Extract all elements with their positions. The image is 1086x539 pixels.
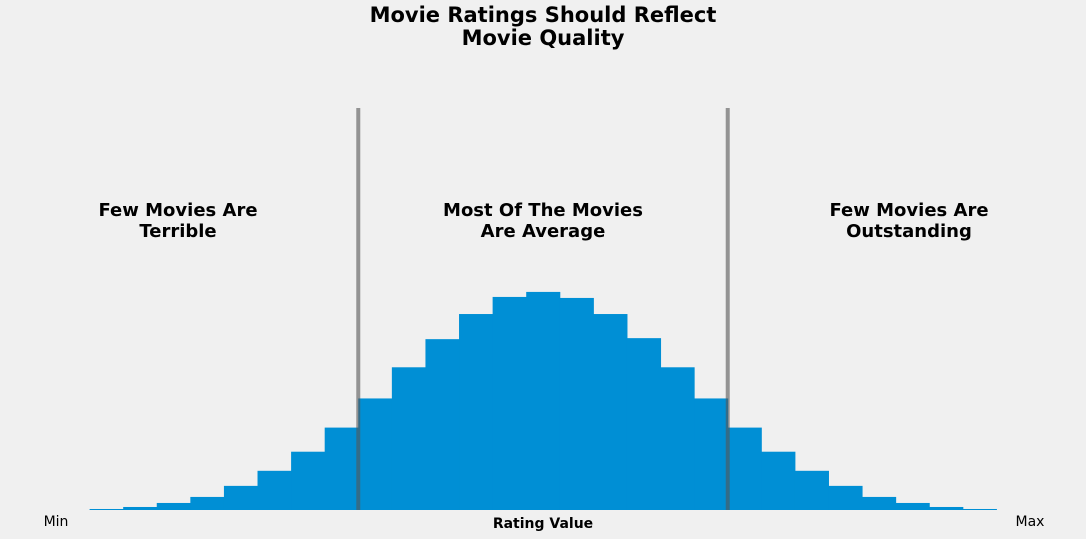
histogram-bar <box>895 502 930 510</box>
histogram-bar <box>526 291 561 510</box>
histogram-bar <box>727 427 762 510</box>
histogram-bar <box>660 367 695 510</box>
histogram-bar <box>862 496 897 510</box>
histogram-bar <box>593 314 628 510</box>
histogram-bar <box>257 470 292 510</box>
x-tick-label: Min <box>44 514 69 530</box>
histogram-bar <box>156 502 191 510</box>
chart-title: Movie Ratings Should Reflect <box>370 3 717 27</box>
annotation: Outstanding <box>846 221 972 242</box>
histogram-bar <box>962 508 997 510</box>
histogram-bar <box>694 398 729 510</box>
histogram-bar <box>89 508 124 510</box>
histogram-bar <box>459 314 494 510</box>
annotation: Most Of The Movies <box>443 200 643 221</box>
histogram-bar <box>324 427 359 510</box>
histogram-bar <box>828 485 863 510</box>
histogram-bar <box>929 506 964 510</box>
annotation: Terrible <box>139 221 216 242</box>
histogram-bar <box>190 496 225 510</box>
histogram-bar <box>794 470 829 510</box>
annotation: Few Movies Are <box>829 200 988 221</box>
histogram-bar <box>223 485 259 510</box>
histogram-bar <box>626 338 662 510</box>
histogram-bar <box>391 367 426 510</box>
annotation: Are Average <box>481 221 606 242</box>
histogram-bar <box>761 451 796 510</box>
histogram-bar <box>559 297 594 510</box>
annotation: Few Movies Are <box>98 200 257 221</box>
x-axis-label: Rating Value <box>493 516 593 532</box>
histogram-bar <box>291 451 326 510</box>
histogram-bar <box>358 398 393 510</box>
histogram-bar <box>425 339 460 510</box>
histogram-bar <box>123 506 158 510</box>
histogram-bar <box>492 296 527 510</box>
chart-title: Movie Quality <box>462 26 625 50</box>
x-tick-label: Max <box>1016 514 1045 530</box>
